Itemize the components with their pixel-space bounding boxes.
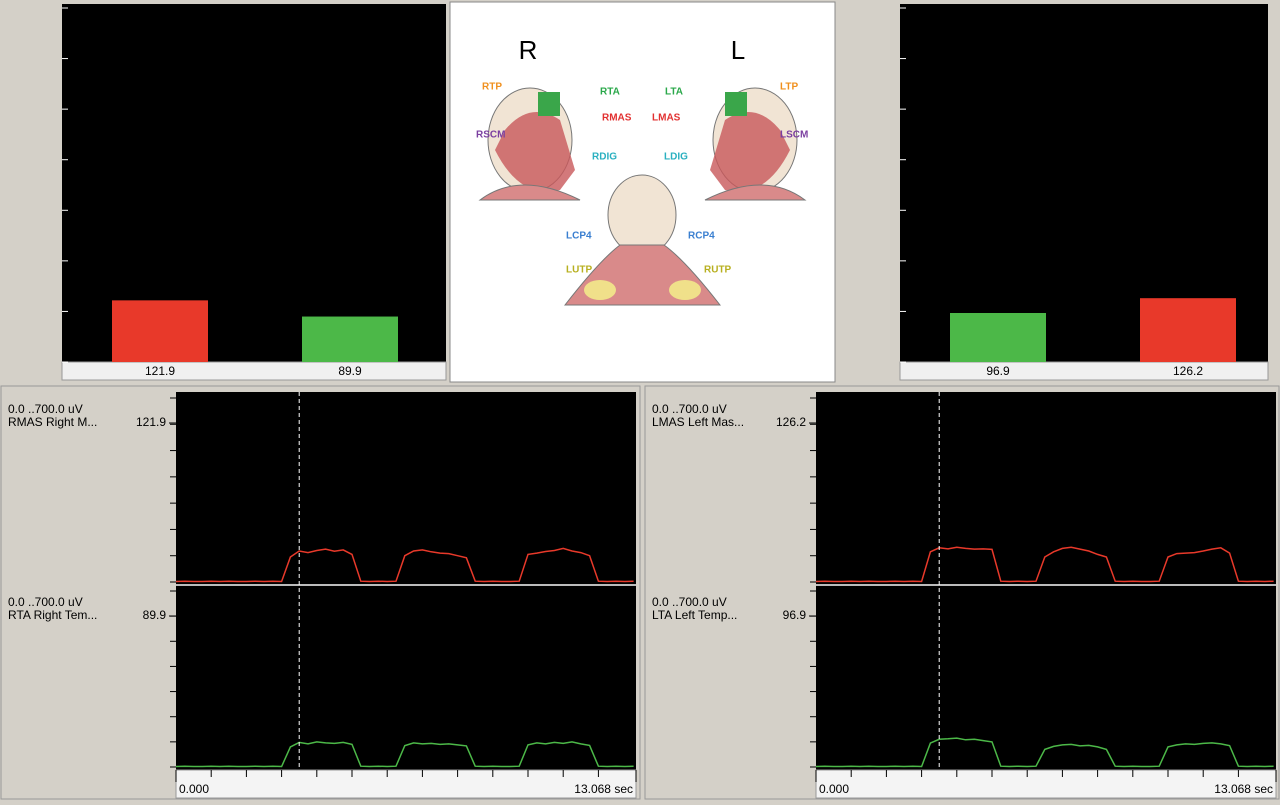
x-tick-label: 13.068 sec [574,782,633,796]
muscle-label: RSCM [476,130,505,141]
muscle-label: RCP4 [688,231,715,242]
channel-readout: 96.9 [783,608,807,622]
bar-value-label: 126.2 [1173,364,1203,378]
channel-name: LMAS Left Mas... [652,415,744,429]
bar-label-strip [62,362,446,380]
side-label: R [519,35,538,65]
bar-value-label: 96.9 [986,364,1010,378]
muscle-label: LUTP [566,265,592,276]
channel-name: RTA Right Tem... [8,608,97,622]
side-label: L [731,35,745,65]
channel-readout: 89.9 [143,608,167,622]
bar [950,313,1046,362]
muscle-label: LSCM [780,130,808,141]
muscle-label: RUTP [704,265,732,276]
muscle-label: LTP [780,82,798,93]
bar-value-label: 89.9 [338,364,362,378]
muscle-label: LMAS [652,113,681,124]
channel-range: 0.0 ..700.0 uV [652,595,727,609]
muscle-label: RMAS [602,113,632,124]
time-axis [176,770,636,798]
bar [302,317,398,362]
bar-value-label: 121.9 [145,364,175,378]
x-tick-label: 0.000 [179,782,209,796]
x-tick-label: 13.068 sec [1214,782,1273,796]
muscle-label: LCP4 [566,231,592,242]
channel-range: 0.0 ..700.0 uV [652,402,727,416]
muscle-label: RTP [482,82,502,93]
channel-name: RMAS Right M... [8,415,97,429]
bar-label-strip [900,362,1268,380]
time-axis [816,770,1276,798]
muscle-label: LDIG [664,152,688,163]
muscle-label: LTA [665,87,683,98]
channel-readout: 121.9 [136,415,166,429]
channel-name: LTA Left Temp... [652,608,737,622]
app: R L RTP RTA RMAS RSCM RDIG LTA LTP LMAS … [0,0,1280,800]
bar [1140,298,1236,362]
channel-range: 0.0 ..700.0 uV [8,595,83,609]
screen: R L RTP RTA RMAS RSCM RDIG LTA LTP LMAS … [0,0,1280,800]
muscle-label: RTA [600,87,620,98]
x-tick-label: 0.000 [819,782,849,796]
muscle-label: RDIG [592,152,617,163]
channel-range: 0.0 ..700.0 uV [8,402,83,416]
bar [112,300,208,362]
channel-readout: 126.2 [776,415,806,429]
